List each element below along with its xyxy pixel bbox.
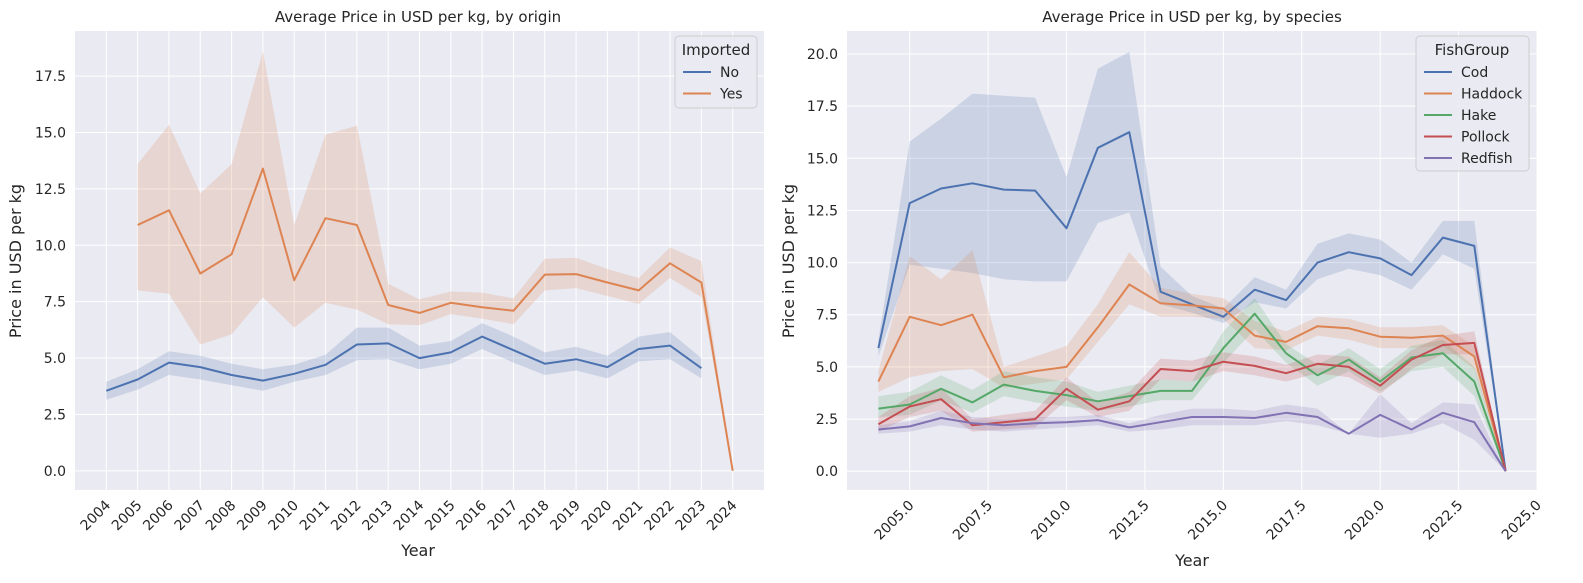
y-tick-label: 10.0	[35, 238, 66, 254]
series-line-haddock	[877, 283, 1507, 472]
x-tick-label: 2005.0	[872, 498, 918, 544]
legend-label: Haddock	[1461, 87, 1523, 103]
series-line-hake	[878, 312, 1507, 472]
y-tick-label: 5.0	[816, 360, 838, 376]
y-tick-label: 12.5	[807, 203, 838, 219]
x-tick-label: 2021	[610, 498, 647, 535]
x-tick-label: 2020	[579, 498, 616, 535]
y-tick-label: 7.5	[44, 295, 66, 311]
legend-items: No Yes	[683, 65, 743, 103]
x-tick-label: 2017	[485, 498, 522, 535]
x-axis-ticks: 2005.0 2007.5 2010.0 2012.5 2015.0 2017.5 2020…	[872, 498, 1545, 544]
x-tick-label: 2007	[172, 498, 209, 535]
ci-band-yes	[137, 51, 733, 471]
series-line-yes	[137, 167, 734, 471]
ci-band-haddock	[878, 250, 1506, 472]
y-axis-label: Price in USD per kg	[779, 184, 798, 338]
x-tick-label: 2011	[297, 498, 334, 535]
x-tick-label: 2010	[266, 498, 303, 535]
x-tick-label: 2007.5	[950, 498, 996, 544]
legend-label: Hake	[1461, 108, 1496, 124]
x-tick-label: 2024	[704, 497, 741, 534]
legend-label: Cod	[1461, 65, 1488, 81]
ci-band-no	[106, 323, 702, 400]
y-tick-label: 15.0	[807, 151, 838, 167]
legend-label: Redfish	[1461, 151, 1513, 167]
x-axis-ticks: 2004200520062007200820092010201120122013…	[78, 497, 741, 534]
y-tick-label: 10.0	[807, 256, 838, 272]
grid	[75, 31, 764, 490]
x-tick-label: 2005	[109, 498, 146, 535]
x-tick-label: 2017.5	[1264, 498, 1310, 544]
x-tick-label: 2016	[453, 497, 490, 534]
legend-label: Yes	[719, 87, 743, 103]
chart-by-species: Average Price in USD per kg, by species …	[779, 8, 1545, 570]
ci-band-cod	[878, 51, 1506, 472]
chart-by-origin: Average Price in USD per kg, by origin 0…	[6, 8, 764, 560]
series-line-cod	[877, 131, 1507, 472]
confidence-bands	[106, 51, 733, 471]
x-tick-label: 2015.0	[1185, 498, 1231, 544]
x-tick-label: 2014	[391, 497, 428, 534]
series-lines	[877, 131, 1507, 472]
y-tick-label: 0.0	[44, 464, 66, 480]
series-lines	[105, 167, 734, 471]
x-axis-label: Year	[400, 541, 435, 560]
y-tick-label: 17.5	[35, 69, 66, 85]
legend-title: Imported	[682, 41, 751, 59]
y-axis-label: Price in USD per kg	[6, 184, 25, 338]
ci-band-redfish	[878, 394, 1506, 472]
legend-box	[674, 35, 758, 109]
x-tick-label: 2023	[673, 498, 710, 535]
x-tick-label: 2006	[140, 497, 177, 534]
y-axis-ticks: 0.0 2.5 5.0 7.5 10.0 12.5 15.0 17.5	[35, 69, 66, 480]
y-tick-label: 2.5	[816, 412, 838, 428]
legend-items: Cod Haddock Hake Pollock Redfish	[1424, 65, 1523, 167]
x-tick-label: 2008	[203, 498, 240, 535]
legend: Imported No Yes	[674, 35, 758, 109]
x-tick-label: 2009	[234, 498, 271, 535]
x-tick-label: 2018	[516, 498, 553, 535]
x-tick-label: 2020.0	[1342, 498, 1388, 544]
y-tick-label: 15.0	[35, 125, 66, 141]
x-tick-label: 2012	[328, 498, 365, 535]
x-tick-label: 2013	[359, 498, 396, 535]
x-tick-label: 2004	[78, 497, 115, 534]
y-tick-label: 20.0	[807, 47, 838, 63]
y-tick-label: 5.0	[44, 351, 66, 367]
legend-title: FishGroup	[1435, 41, 1510, 59]
y-tick-label: 12.5	[35, 182, 66, 198]
x-tick-label: 2025.0	[1499, 498, 1545, 544]
y-axis-ticks: 0.0 2.5 5.0 7.5 10.0 12.5 15.0 17.5 20.0	[807, 47, 838, 480]
x-tick-label: 2022	[641, 498, 678, 535]
x-tick-label: 2015	[422, 498, 459, 535]
legend-label: Pollock	[1461, 130, 1511, 146]
x-tick-label: 2019	[547, 498, 584, 535]
x-tick-label: 2022.5	[1420, 498, 1466, 544]
y-tick-label: 2.5	[44, 407, 66, 423]
x-tick-label: 2012.5	[1107, 498, 1153, 544]
chart-title: Average Price in USD per kg, by species	[1042, 8, 1342, 26]
y-tick-label: 17.5	[807, 99, 838, 115]
series-line-no	[105, 335, 702, 392]
series-line-redfish	[878, 411, 1507, 472]
legend-label: No	[720, 65, 739, 81]
y-tick-label: 7.5	[816, 308, 838, 324]
grid	[847, 31, 1538, 490]
x-tick-label: 2010.0	[1028, 498, 1074, 544]
chart-title: Average Price in USD per kg, by origin	[275, 8, 561, 26]
y-tick-label: 0.0	[816, 464, 838, 480]
legend: FishGroup Cod Haddock Hake Pollock Redfish	[1415, 35, 1530, 172]
x-axis-label: Year	[1174, 551, 1209, 570]
ci-band-hake	[878, 298, 1506, 472]
